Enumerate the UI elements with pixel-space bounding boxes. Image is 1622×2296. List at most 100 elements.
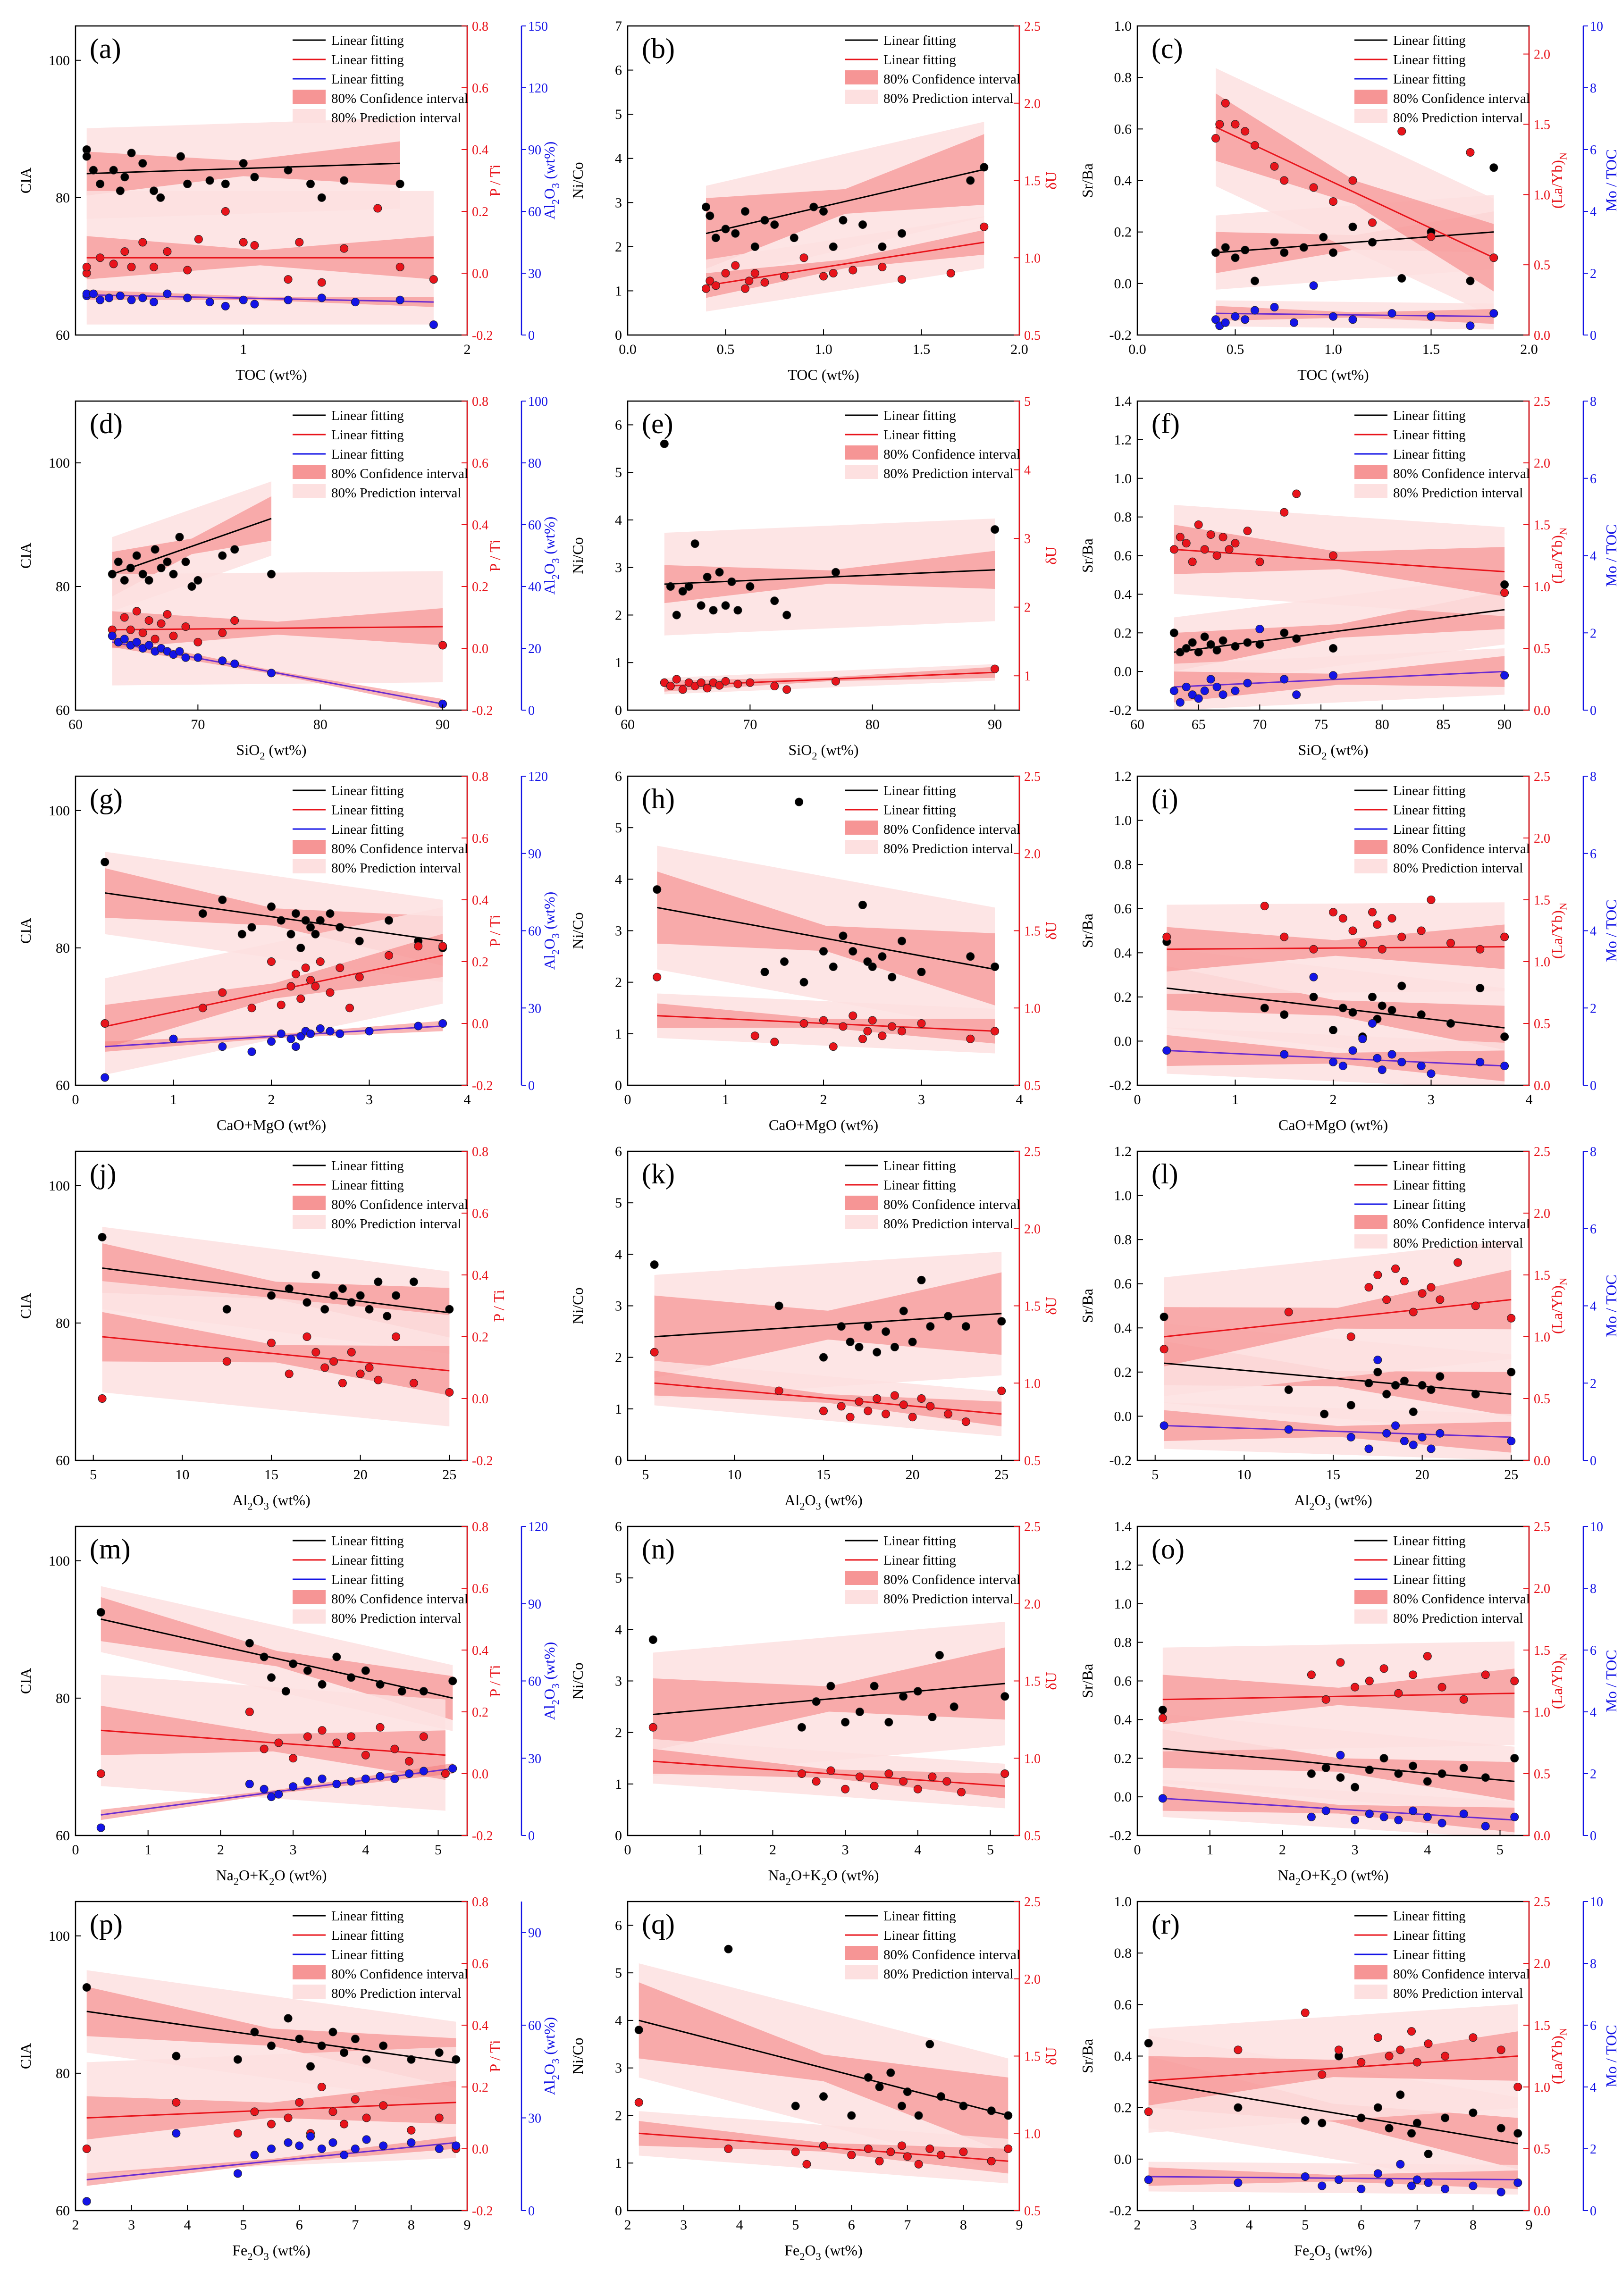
right-axis-tick-label: 0.8 (472, 770, 488, 784)
data-point-blue (1351, 1816, 1360, 1825)
data-point-red (703, 684, 712, 693)
data-point-black (1496, 2124, 1505, 2133)
data-point-red (770, 1038, 779, 1047)
data-point-red (678, 685, 687, 694)
data-point-black (267, 2041, 276, 2050)
right-axis-tick-label: -0.2 (472, 328, 493, 343)
x-tick-label: 3 (128, 2217, 135, 2233)
fit-line-black (102, 1267, 450, 1314)
y-axis-label: Sr/Ba (1079, 538, 1096, 573)
data-point-blue (1307, 1812, 1316, 1821)
data-point-black (831, 568, 840, 577)
x-tick-label: 0 (1134, 1842, 1141, 1858)
second-right-axis-tick-label: 120 (528, 1520, 548, 1534)
data-point-red (317, 278, 326, 287)
right-axis-tick-label: 0.2 (472, 1330, 488, 1345)
plot-area (660, 439, 1000, 695)
data-point-black (320, 1305, 329, 1314)
y-tick-label: 6 (615, 769, 622, 784)
data-point-blue (1301, 2172, 1310, 2181)
data-point-red (634, 2098, 643, 2107)
data-point-blue (1206, 675, 1215, 684)
right-axis-tick-label: 0.0 (472, 1392, 488, 1407)
x-tick-label: 60 (621, 717, 635, 732)
legend-label: Linear fitting (883, 408, 956, 423)
right-axis-tick-label: 0.5 (1024, 1079, 1041, 1093)
y-tick-label: 5 (615, 1965, 622, 1981)
legend-swatch-prediction (845, 1215, 878, 1229)
right-axis-label: δU (1042, 2047, 1059, 2065)
data-point-black (795, 797, 804, 806)
legend-label: Linear fitting (1393, 1928, 1466, 1943)
y-tick-label: 4 (615, 1247, 622, 1262)
data-point-red (1225, 545, 1234, 554)
data-point-blue (1158, 1794, 1167, 1803)
data-point-red (770, 682, 779, 691)
legend-label: 80% Prediction interval (331, 110, 461, 126)
data-point-red (291, 970, 300, 979)
data-point-red (438, 942, 447, 951)
data-point-blue (1441, 2185, 1450, 2194)
data-point-black (966, 176, 975, 185)
y-tick-label: 100 (49, 803, 70, 819)
data-point-black (318, 1680, 327, 1689)
legend-swatch-confidence (1354, 1590, 1387, 1604)
data-point-red (340, 244, 349, 253)
data-point-red (96, 1769, 105, 1778)
y-tick-label: 1.0 (1114, 813, 1132, 829)
data-point-blue (1496, 2187, 1505, 2196)
data-point-blue (120, 635, 129, 644)
fit-line-black (653, 1683, 1005, 1715)
data-point-black (1329, 1026, 1337, 1035)
right-axis-tick-label: 0.6 (472, 456, 488, 471)
data-point-black (395, 179, 404, 188)
right-axis-tick-label: -0.2 (472, 2204, 493, 2219)
data-point-black (198, 909, 207, 918)
y-tick-label: 0.2 (1114, 225, 1132, 240)
data-point-blue (1489, 309, 1498, 318)
data-point-black (1231, 642, 1240, 651)
data-point-black (419, 1687, 428, 1696)
data-point-red (819, 272, 828, 281)
data-point-red (1309, 945, 1318, 954)
data-point-black (703, 572, 712, 581)
y-tick-label: 1.0 (1114, 1596, 1132, 1612)
legend-swatch-confidence (1354, 840, 1387, 854)
data-point-red (937, 2151, 945, 2160)
x-tick-label: 20 (1415, 1467, 1429, 1483)
right-axis-tick-label: 1.5 (1534, 1268, 1550, 1283)
data-point-red (724, 2145, 733, 2153)
right-axis-tick-label: 2.0 (1024, 1597, 1041, 1612)
legend-label: Linear fitting (1393, 1197, 1466, 1212)
data-point-black (328, 2028, 337, 2036)
second-right-axis-tick-label: 0 (1590, 2204, 1597, 2219)
data-point-red (286, 982, 295, 991)
data-point-blue (1409, 1441, 1418, 1450)
fit-line-blue (1215, 312, 1494, 318)
data-point-black (267, 902, 276, 911)
y-tick-label: 1 (615, 1776, 622, 1792)
fit-line-blue (1148, 2176, 1518, 2180)
x-tick-label: 1 (144, 1842, 151, 1858)
data-point-black (1385, 2124, 1394, 2133)
data-point-black (898, 229, 906, 238)
x-tick-label: 1 (170, 1092, 177, 1107)
y-tick-label: 4 (615, 871, 622, 887)
data-point-black (336, 923, 345, 932)
x-axis-label: Al2O3​ (wt%) (1294, 1492, 1372, 1512)
data-point-red (221, 207, 230, 216)
data-point-black (1396, 2090, 1405, 2099)
second-right-axis-tick-label: 0 (1590, 328, 1597, 343)
data-point-red (899, 1400, 908, 1409)
data-point-red (1427, 896, 1436, 904)
data-point-blue (1309, 281, 1318, 290)
right-axis-tick-label: 1.0 (1024, 2127, 1041, 2141)
data-point-black (858, 900, 867, 909)
right-axis-tick-label: 1.5 (1024, 924, 1041, 939)
data-point-black (1176, 648, 1185, 657)
x-axis-label: CaO+MgO (wt%) (217, 1116, 326, 1133)
data-point-blue (1437, 1818, 1446, 1827)
legend-label: 80% Confidence interval (1393, 1967, 1530, 1982)
data-point-black (1424, 2149, 1433, 2158)
data-point-black (837, 1322, 846, 1331)
